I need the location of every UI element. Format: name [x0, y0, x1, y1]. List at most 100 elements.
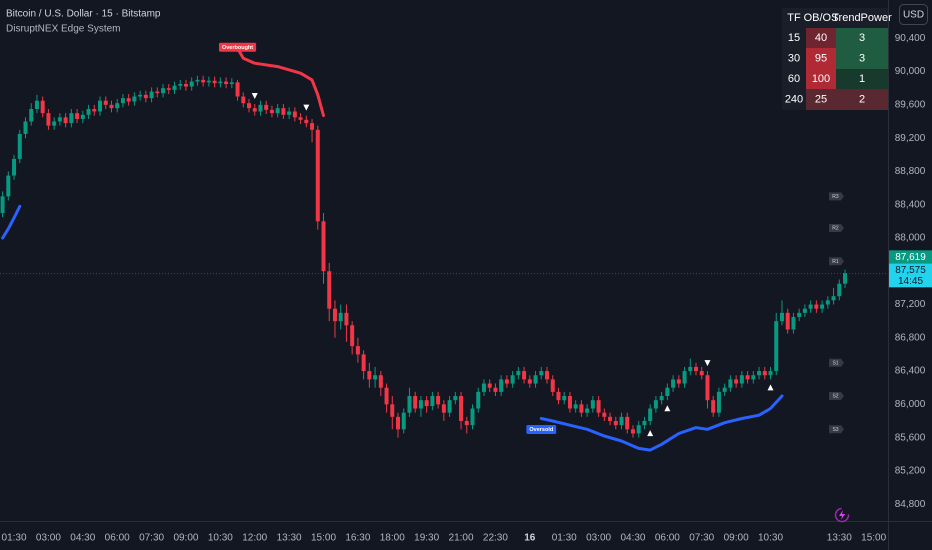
- price-box: [889, 250, 932, 264]
- candle-body: [46, 113, 51, 126]
- x-tick-label: 16:30: [345, 533, 370, 544]
- currency-label[interactable]: USD: [903, 10, 924, 21]
- candle-body: [361, 354, 366, 372]
- candle-body: [241, 96, 246, 104]
- candle-body: [814, 304, 819, 309]
- x-tick-label: 07:30: [139, 533, 164, 544]
- candle-body: [636, 425, 641, 434]
- candle-body: [556, 391, 561, 401]
- table-header: OB/OS: [804, 12, 839, 24]
- candle-body: [367, 371, 372, 380]
- candle-body: [212, 80, 217, 84]
- candle-body: [281, 108, 286, 115]
- y-tick-label: 90,400: [895, 33, 926, 44]
- candle-body: [504, 379, 509, 384]
- candle-body: [447, 400, 452, 413]
- candle-body: [344, 312, 349, 326]
- indicator-line: [1, 204, 22, 240]
- candle-body: [625, 416, 630, 430]
- candle-body: [613, 420, 618, 426]
- buy-signal: [767, 384, 774, 391]
- x-tick-label: 12:00: [242, 533, 267, 544]
- candle-body: [149, 91, 154, 99]
- candle-body: [287, 111, 292, 115]
- x-tick-label: 21:00: [449, 533, 474, 544]
- x-tick-label: 01:30: [552, 533, 577, 544]
- candle-body: [350, 325, 355, 347]
- last-price: 87,575: [895, 265, 926, 276]
- candle-body: [550, 379, 555, 392]
- candle-body: [195, 79, 200, 82]
- candle-body: [590, 400, 595, 409]
- x-tick-label: 04:30: [70, 533, 95, 544]
- candle-body: [396, 416, 401, 430]
- candle-body: [659, 396, 664, 401]
- table-cell: [836, 69, 888, 89]
- price-label: 87,619: [895, 252, 926, 263]
- table-value: 100: [812, 73, 830, 85]
- candle-body: [441, 404, 446, 413]
- currency-button[interactable]: [899, 4, 928, 25]
- candle-body: [0, 196, 5, 213]
- candle-body: [269, 109, 274, 114]
- table-cell: [806, 89, 836, 110]
- table-cell: [836, 89, 888, 110]
- level-marker: [829, 192, 844, 201]
- candle-body: [418, 400, 423, 409]
- candle-body: [17, 133, 22, 159]
- candle-body: [516, 371, 521, 376]
- level-label: R1: [832, 259, 839, 265]
- candle-body: [120, 98, 125, 104]
- candle-body: [75, 113, 80, 119]
- x-tick-label: 04:30: [620, 533, 645, 544]
- candle-body: [166, 88, 171, 90]
- candle-body: [224, 81, 229, 85]
- candle-body: [573, 404, 578, 409]
- candle-body: [779, 312, 784, 322]
- candle-body: [802, 308, 807, 313]
- candle-body: [97, 100, 103, 112]
- table-cell: [806, 69, 836, 89]
- x-tick-label: 06:00: [105, 533, 130, 544]
- candle-body: [510, 375, 515, 384]
- x-tick-label: 06:00: [655, 533, 680, 544]
- table-value: 15: [788, 32, 800, 44]
- candle-body: [430, 396, 435, 407]
- x-tick-label: 07:30: [689, 533, 714, 544]
- candle-body: [138, 94, 143, 97]
- candle-body: [527, 379, 532, 384]
- x-tick-label: 10:30: [208, 533, 233, 544]
- y-tick-label: 86,800: [895, 332, 926, 343]
- candle-body: [716, 391, 721, 413]
- logo: [834, 507, 850, 523]
- x-tick-label: 16: [524, 533, 536, 544]
- candle-body: [825, 300, 830, 305]
- x-tick-label: 10:30: [758, 533, 783, 544]
- candle-body: [522, 371, 527, 380]
- candle-body: [12, 158, 17, 176]
- indicator-line: [236, 46, 325, 118]
- candle-body: [172, 85, 177, 90]
- candle-body: [487, 383, 492, 388]
- y-tick-label: 85,600: [895, 432, 926, 443]
- candle-body: [310, 123, 315, 130]
- candle-body: [183, 84, 188, 87]
- candle-body: [201, 79, 206, 83]
- candle-body: [653, 400, 658, 409]
- candle-body: [390, 404, 395, 417]
- candle-body: [642, 420, 647, 426]
- candle-body: [63, 117, 68, 124]
- candle-body: [808, 304, 813, 309]
- candle-body: [499, 379, 504, 392]
- candle-body: [694, 366, 699, 372]
- candle-body: [80, 114, 85, 119]
- candle-body: [745, 375, 750, 380]
- candle-body: [132, 96, 137, 102]
- x-tick-label: 22:30: [483, 533, 508, 544]
- candle-body: [705, 375, 710, 401]
- candle-body: [545, 371, 550, 380]
- last-price-box: [889, 263, 932, 288]
- y-tick-label: 85,200: [895, 466, 926, 477]
- countdown: 14:45: [898, 276, 923, 287]
- candle-body: [304, 119, 309, 124]
